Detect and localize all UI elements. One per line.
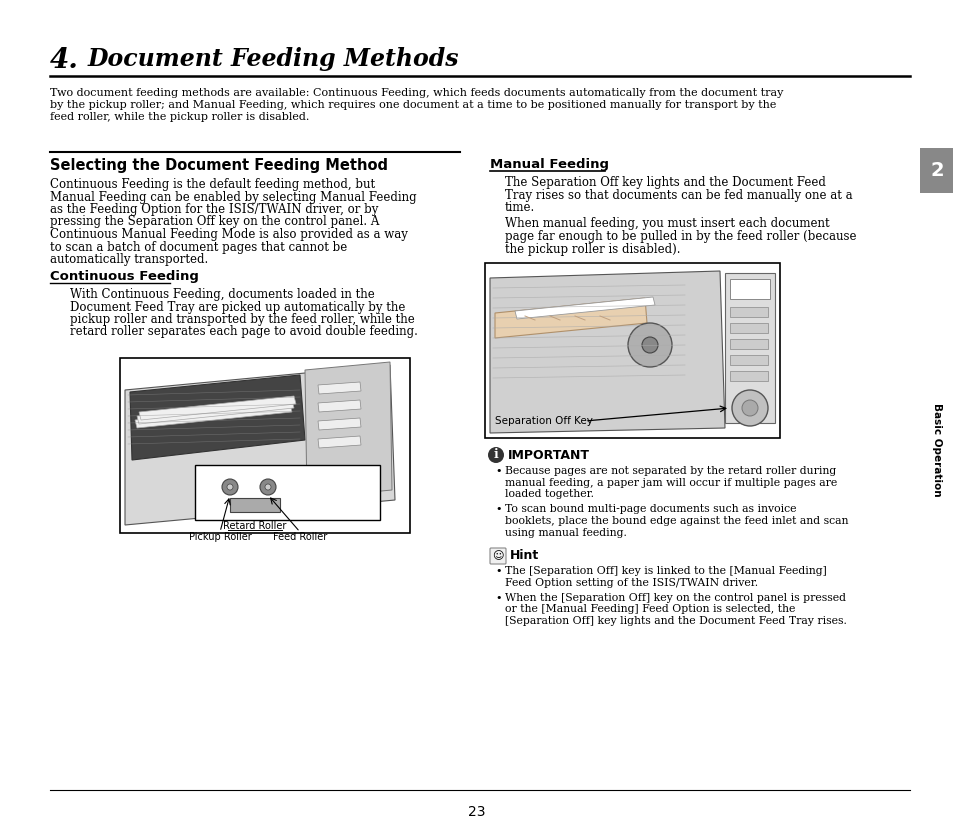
Polygon shape	[317, 418, 360, 430]
Circle shape	[260, 479, 275, 495]
Text: •: •	[495, 593, 501, 603]
Text: the pickup roller is disabled).: the pickup roller is disabled).	[504, 242, 679, 255]
Text: •: •	[495, 466, 501, 476]
Polygon shape	[305, 362, 392, 498]
Bar	[729, 279, 769, 299]
Text: Feed Roller: Feed Roller	[273, 532, 327, 542]
Text: Selecting the Document Feeding Method: Selecting the Document Feeding Method	[50, 158, 388, 173]
Text: Pickup Roller: Pickup Roller	[189, 532, 251, 542]
Text: automatically transported.: automatically transported.	[50, 253, 208, 266]
Text: loaded together.: loaded together.	[504, 489, 594, 499]
Polygon shape	[130, 375, 305, 460]
Bar	[724, 273, 774, 423]
Text: Because pages are not separated by the retard roller during: Because pages are not separated by the r…	[504, 466, 836, 476]
Text: Manual Feeding can be enabled by selecting Manual Feeding: Manual Feeding can be enabled by selecti…	[50, 191, 416, 204]
Text: Manual Feeding: Manual Feeding	[490, 158, 608, 171]
Text: retard roller separates each page to avoid double feeding.: retard roller separates each page to avo…	[70, 326, 417, 339]
FancyBboxPatch shape	[490, 548, 505, 564]
Text: The Separation Off key lights and the Document Feed: The Separation Off key lights and the Do…	[504, 176, 825, 189]
Circle shape	[627, 323, 671, 367]
Text: 23: 23	[468, 805, 485, 818]
Text: IMPORTANT: IMPORTANT	[507, 449, 589, 462]
Bar	[729, 371, 767, 381]
Text: When the [Separation Off] key on the control panel is pressed: When the [Separation Off] key on the con…	[504, 593, 845, 603]
Circle shape	[222, 479, 237, 495]
Polygon shape	[135, 404, 292, 428]
Bar	[729, 323, 767, 333]
Circle shape	[265, 484, 271, 490]
Polygon shape	[125, 365, 395, 525]
Text: Basic Operation: Basic Operation	[931, 403, 941, 497]
Text: or the [Manual Feeding] Feed Option is selected, the: or the [Manual Feeding] Feed Option is s…	[504, 605, 795, 614]
Bar	[230, 498, 280, 512]
Polygon shape	[490, 271, 724, 433]
Text: page far enough to be pulled in by the feed roller (because: page far enough to be pulled in by the f…	[504, 230, 856, 243]
Text: Continuous Feeding is the default feeding method, but: Continuous Feeding is the default feedin…	[50, 178, 375, 191]
Polygon shape	[515, 297, 655, 319]
Text: time.: time.	[504, 201, 535, 214]
Polygon shape	[317, 436, 360, 448]
Text: booklets, place the bound edge against the feed inlet and scan: booklets, place the bound edge against t…	[504, 516, 847, 526]
Text: to scan a batch of document pages that cannot be: to scan a batch of document pages that c…	[50, 240, 347, 254]
Bar	[484, 263, 780, 438]
Polygon shape	[137, 400, 294, 424]
Text: ☺: ☺	[492, 551, 503, 561]
Text: using manual feeding.: using manual feeding.	[504, 528, 626, 537]
Polygon shape	[139, 396, 295, 420]
Text: [Separation Off] key lights and the Document Feed Tray rises.: [Separation Off] key lights and the Docu…	[504, 616, 846, 626]
Text: pickup roller and transported by the feed roller, while the: pickup roller and transported by the fee…	[70, 313, 415, 326]
Bar	[729, 307, 767, 317]
Text: The [Separation Off] key is linked to the [Manual Feeding]: The [Separation Off] key is linked to th…	[504, 566, 826, 576]
Text: Retard Roller: Retard Roller	[223, 521, 287, 531]
Circle shape	[741, 400, 758, 416]
Text: Document Feeding Methods: Document Feeding Methods	[88, 47, 459, 71]
Text: Document Feed Tray are picked up automatically by the: Document Feed Tray are picked up automat…	[70, 300, 405, 313]
Text: manual feeding, a paper jam will occur if multiple pages are: manual feeding, a paper jam will occur i…	[504, 478, 837, 488]
Text: •: •	[495, 505, 501, 515]
Text: feed roller, while the pickup roller is disabled.: feed roller, while the pickup roller is …	[50, 112, 309, 122]
Text: Two document feeding methods are available: Continuous Feeding, which feeds docu: Two document feeding methods are availab…	[50, 88, 782, 98]
Text: Continuous Manual Feeding Mode is also provided as a way: Continuous Manual Feeding Mode is also p…	[50, 228, 408, 241]
Text: •: •	[495, 566, 501, 576]
Text: Separation Off Key: Separation Off Key	[495, 416, 592, 426]
Text: To scan bound multi-page documents such as invoice: To scan bound multi-page documents such …	[504, 505, 796, 515]
Bar	[919, 148, 953, 193]
Text: i: i	[493, 448, 497, 461]
Text: as the Feeding Option for the ISIS/TWAIN driver, or by: as the Feeding Option for the ISIS/TWAIN…	[50, 203, 378, 216]
Text: 2: 2	[929, 161, 943, 181]
Text: Continuous Feeding: Continuous Feeding	[50, 270, 198, 283]
Text: 4.: 4.	[50, 47, 79, 74]
Text: pressing the Separation Off key on the control panel. A: pressing the Separation Off key on the c…	[50, 215, 379, 228]
Bar	[729, 339, 767, 349]
Circle shape	[731, 390, 767, 426]
Polygon shape	[495, 298, 646, 338]
Text: Hint: Hint	[510, 549, 538, 562]
Bar	[194, 465, 379, 520]
Circle shape	[488, 447, 503, 463]
Bar	[729, 355, 767, 365]
Polygon shape	[317, 400, 360, 412]
Polygon shape	[317, 382, 360, 394]
Text: Feed Option setting of the ISIS/TWAIN driver.: Feed Option setting of the ISIS/TWAIN dr…	[504, 578, 758, 587]
Text: When manual feeding, you must insert each document: When manual feeding, you must insert eac…	[504, 218, 829, 231]
Text: Tray rises so that documents can be fed manually one at a: Tray rises so that documents can be fed …	[504, 188, 852, 201]
Bar	[120, 358, 410, 533]
Text: With Continuous Feeding, documents loaded in the: With Continuous Feeding, documents loade…	[70, 288, 375, 301]
Text: by the pickup roller; and Manual Feeding, which requires one document at a time : by the pickup roller; and Manual Feeding…	[50, 100, 776, 110]
Circle shape	[227, 484, 233, 490]
Circle shape	[641, 337, 658, 353]
